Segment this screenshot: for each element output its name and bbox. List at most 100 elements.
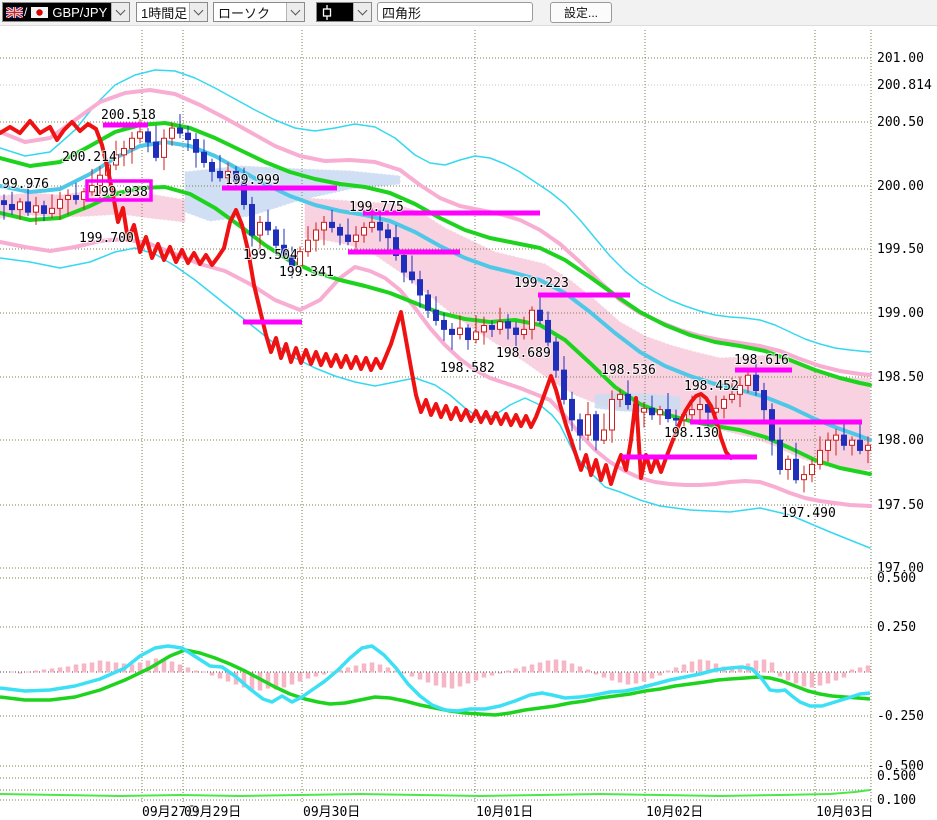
macd-histogram-bar xyxy=(57,667,63,673)
macd-histogram-bar xyxy=(289,672,295,685)
candle-down xyxy=(593,414,599,441)
macd-histogram-bar xyxy=(633,672,639,684)
right-axis-label: 199.00 xyxy=(877,306,924,321)
overlay-band-pink-upper xyxy=(0,88,872,377)
macd-histogram-bar xyxy=(529,664,535,673)
macd-histogram-bar xyxy=(145,660,151,673)
candle-down xyxy=(209,161,215,172)
macd-slow-line xyxy=(0,648,871,717)
candle-up xyxy=(129,137,135,149)
candle-up xyxy=(137,131,143,139)
macd-histogram-bar xyxy=(33,670,39,673)
candlestick-icon xyxy=(317,4,353,20)
price-annotation-label: 199.341 xyxy=(279,265,334,280)
macd-histogram-bar xyxy=(329,671,335,673)
macd-histogram-bar xyxy=(209,672,215,676)
date-axis-label: 09月29日 xyxy=(184,805,241,820)
macd-histogram-bar xyxy=(321,672,327,675)
macd-histogram-bar xyxy=(137,662,143,673)
macd-histogram-bar xyxy=(673,667,679,673)
candle-down xyxy=(409,271,415,281)
date-axis-label: 10月02日 xyxy=(646,805,703,820)
chart-type-combo-arrow[interactable] xyxy=(286,3,304,21)
candle-down xyxy=(449,328,455,335)
settings-button[interactable]: 設定... xyxy=(550,2,612,23)
chart-type-combo[interactable]: ローソク xyxy=(213,2,305,22)
candle-up xyxy=(817,449,823,465)
right-axis-label: 200.50 xyxy=(877,115,924,130)
candle-down xyxy=(153,141,159,158)
macd-histogram-bar xyxy=(697,659,703,673)
signal-red-line xyxy=(0,119,733,486)
macd-histogram-bar xyxy=(49,668,55,673)
timeframe-label: 1時間足 xyxy=(141,5,188,21)
right-axis-label: 0.500 xyxy=(877,571,916,586)
date-axis-label: 09月30日 xyxy=(303,805,360,820)
price-annotation-label: 198.130 xyxy=(664,426,719,441)
candle-up xyxy=(121,147,127,156)
macd-histogram-bar xyxy=(457,672,463,687)
candle-down xyxy=(777,439,783,471)
candle-up xyxy=(257,221,263,236)
candle-up xyxy=(305,239,311,253)
macd-histogram-bar xyxy=(113,662,119,673)
candle-down xyxy=(673,418,679,421)
candle-up xyxy=(361,226,367,236)
symbol-combo-arrow[interactable] xyxy=(111,3,129,21)
macd-histogram-bar xyxy=(217,672,223,679)
candle-down xyxy=(857,439,863,451)
candle-down xyxy=(289,254,295,267)
candle-up xyxy=(729,393,735,400)
candle-down xyxy=(233,170,239,183)
candle-up xyxy=(825,439,831,451)
candle-down xyxy=(425,294,431,311)
macd-histogram-bar xyxy=(393,670,399,673)
price-annotation-label: 199.223 xyxy=(514,276,569,291)
timeframe-combo-arrow[interactable] xyxy=(189,3,207,21)
price-annotation-label: 198.616 xyxy=(734,353,789,368)
candle-up xyxy=(57,198,63,209)
macd-histogram-bar xyxy=(705,660,711,673)
macd-histogram-bar xyxy=(193,670,199,673)
macd-histogram-bar xyxy=(777,672,783,677)
candle-up xyxy=(225,170,231,179)
price-annotation-label: 199.700 xyxy=(79,231,134,246)
draw-tool-input[interactable] xyxy=(377,2,533,22)
date-axis-label: 10月03日 xyxy=(816,805,873,820)
macd-histogram-bar xyxy=(169,661,175,673)
macd-histogram-bar xyxy=(273,672,279,690)
right-axis-label: 197.00 xyxy=(877,561,924,576)
right-axis-label: -0.500 xyxy=(877,759,924,774)
symbol-combo[interactable]: / GBP/JPY xyxy=(2,2,130,22)
macd-histogram-bar xyxy=(545,660,551,673)
candle-down xyxy=(441,319,447,330)
candle-up xyxy=(529,309,535,330)
candle-style-combo[interactable] xyxy=(316,2,372,22)
right-axis-label: 198.00 xyxy=(877,433,924,448)
price-annotation-label: 198.582 xyxy=(440,361,495,376)
candle-down xyxy=(489,325,495,330)
macd-histogram-bar xyxy=(65,666,71,673)
macd-histogram-bar xyxy=(665,670,671,673)
chevron-down-icon xyxy=(115,5,126,16)
macd-histogram-bar xyxy=(513,668,519,673)
drawn-rect[interactable] xyxy=(85,179,153,202)
candle-up xyxy=(497,321,503,330)
macd-histogram-bar xyxy=(833,672,839,681)
macd-histogram-bar xyxy=(25,671,31,673)
price-annotation-label: 200.518 xyxy=(101,108,156,123)
candle-up xyxy=(481,325,487,333)
candle-up xyxy=(617,393,623,400)
candle-style-combo-arrow[interactable] xyxy=(353,3,371,21)
candle-up xyxy=(809,463,815,476)
macd-histogram-bar xyxy=(593,672,599,675)
chevron-down-icon xyxy=(290,5,301,16)
timeframe-combo[interactable]: 1時間足 xyxy=(136,2,208,22)
macd-histogram-bar xyxy=(225,672,231,682)
macd-histogram-bar xyxy=(385,667,391,673)
candle-up xyxy=(321,221,327,231)
candle-up xyxy=(657,409,663,416)
macd-histogram-bar xyxy=(657,672,663,676)
macd-histogram-bar xyxy=(737,666,743,673)
